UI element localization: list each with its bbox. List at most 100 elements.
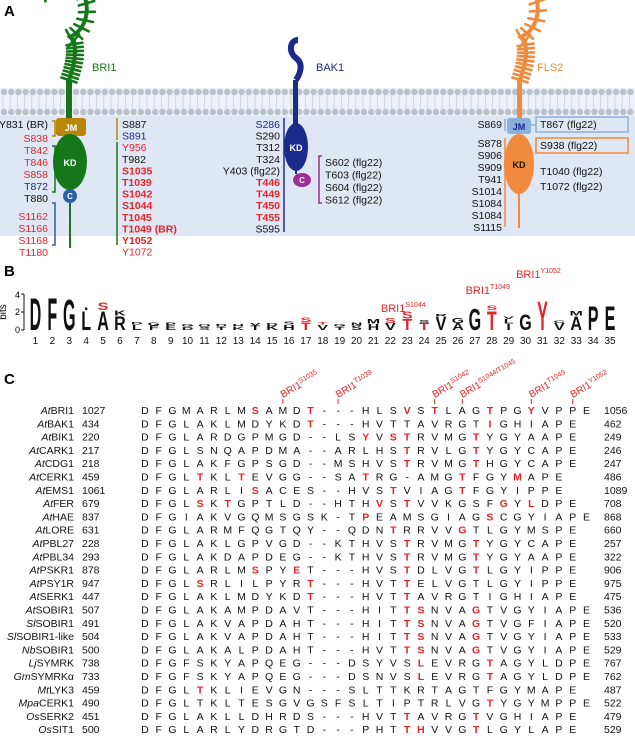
lipid-head	[166, 88, 173, 96]
lipid-head	[432, 88, 440, 96]
end-position: 767	[604, 658, 622, 670]
alignment-row: AtSERK1 447 D F G L A K L M D Y K D T - - - H V T T A V R G T I G H I A…	[29, 591, 622, 603]
phosphosite: Y1072	[122, 247, 153, 259]
bri1-ct-domain	[63, 189, 77, 203]
lipid-head	[504, 108, 512, 116]
end-position: 246	[604, 445, 622, 457]
lipid-head	[468, 108, 476, 116]
alignment-row: OsSIT1 500 D F G L A R L Y D R G T D - - - P H T T H V V G T L G Y L A P…	[38, 724, 621, 736]
lipid-head	[144, 108, 152, 116]
lipid-head	[195, 108, 202, 116]
lipid-head	[404, 88, 411, 96]
phosphosite: S838	[23, 133, 48, 145]
phosphosite: S604 (flg22)	[325, 182, 382, 194]
lipid-head	[238, 108, 245, 116]
bri1-kinase-domain	[53, 134, 87, 190]
end-position: 257	[604, 538, 622, 550]
protein-name: AtPBL34	[32, 551, 75, 563]
logo-position: 2	[50, 336, 56, 347]
alignment-row: AtBRI1 1027 D F G M A R L M S A M D T - - - H L S V S T L A G T P G Y V…	[40, 405, 628, 417]
lipid-head	[440, 108, 447, 116]
bri1-name: BRI1	[92, 62, 116, 74]
lipid-head	[555, 88, 562, 96]
logo-letter: M	[570, 310, 583, 317]
lipid-head	[425, 108, 432, 116]
logo-position: 33	[571, 336, 583, 347]
alignment-row: AtCERK1 459 D F G L T K L T E V G G - - S A T R G - A M G T F G Y M A P…	[28, 472, 622, 484]
lipid-head	[317, 108, 324, 116]
phosphosite: S906	[477, 150, 502, 162]
phosphosite: T872	[24, 181, 48, 193]
lipid-head	[58, 88, 65, 96]
lipid-head	[461, 108, 468, 116]
logo-letter: V	[317, 323, 329, 331]
logo-letter: L	[81, 306, 91, 336]
lipid-head	[540, 108, 548, 116]
lipid-head	[605, 108, 612, 116]
lipid-head	[152, 88, 159, 96]
phosphosite: S938 (flg22)	[540, 140, 597, 152]
start-position: 451	[82, 711, 100, 723]
phosphosite: T1180	[19, 247, 48, 259]
logo-letter: Q	[198, 323, 211, 327]
alignment-row: SlSOBIR1 491 D F G L A K V A P D A H T - - - H I T T S N V A G T V G F…	[26, 618, 622, 630]
lipid-head	[224, 108, 231, 116]
protein-name: AtCERK1	[28, 472, 74, 484]
lipid-head	[332, 108, 339, 116]
fls2-name: FLS2	[537, 62, 563, 74]
logo-position: 16	[283, 336, 295, 347]
lipid-head	[22, 108, 29, 116]
phosphosite: S1014	[472, 186, 503, 198]
logo-letter: T	[487, 306, 497, 336]
lipid-head	[497, 88, 504, 96]
lipid-head	[548, 88, 555, 96]
lipid-head	[51, 88, 58, 96]
lipid-head	[22, 88, 29, 96]
logo-letter: V	[503, 316, 514, 320]
logo-letter: V	[250, 322, 261, 326]
fls2-right-sites: T867 (flg22) S938 (flg22) T1040 (flg22) T10…	[540, 119, 602, 193]
lipid-head	[562, 108, 569, 116]
lrr-spine	[517, 0, 540, 81]
alignment-header: BRI1Y1052	[568, 369, 611, 401]
lipid-head	[224, 88, 231, 96]
lipid-head	[548, 108, 555, 116]
lipid-head	[72, 88, 80, 96]
lipid-head	[8, 108, 15, 116]
logo-position: 9	[168, 336, 174, 347]
lipid-head	[375, 88, 382, 96]
logo-position: 13	[233, 336, 245, 347]
phosphosite: S602 (flg22)	[325, 157, 382, 169]
logo-letter: T	[419, 321, 429, 332]
lipid-head	[101, 88, 109, 96]
alignment-row: AtCDG1 218 D F G L A K F G P S G D - - M S H V S T R V M G T H G Y C A P…	[34, 458, 622, 470]
lipid-head	[137, 108, 144, 116]
lipid-head	[490, 108, 497, 116]
lipid-head	[389, 88, 396, 96]
lipid-head	[8, 88, 15, 96]
lipid-head	[159, 88, 166, 96]
lipid-head	[360, 108, 368, 116]
logo-letter: S	[385, 316, 396, 324]
lipid-head	[627, 108, 634, 116]
lipid-head	[346, 88, 353, 96]
logo-position: 29	[503, 336, 515, 347]
lipid-head	[512, 108, 519, 116]
fls2-kinase-domain	[504, 134, 534, 194]
protein-name: AtPSKR1	[29, 565, 75, 577]
end-position: 975	[604, 578, 622, 590]
lipid-head	[195, 88, 202, 96]
logo-position: 25	[435, 336, 447, 347]
phosphosite: Y956	[122, 142, 147, 154]
logo-position: 11	[199, 336, 210, 347]
alignment-row: AtLORE 631 D F G L A R M F Q G T Q Y - - Q D N T R R V V G T L G Y M S P…	[34, 525, 621, 537]
start-position: 447	[82, 591, 100, 603]
lipid-head	[44, 108, 51, 116]
end-position: 475	[604, 591, 622, 603]
logo-letter: G	[452, 316, 465, 324]
